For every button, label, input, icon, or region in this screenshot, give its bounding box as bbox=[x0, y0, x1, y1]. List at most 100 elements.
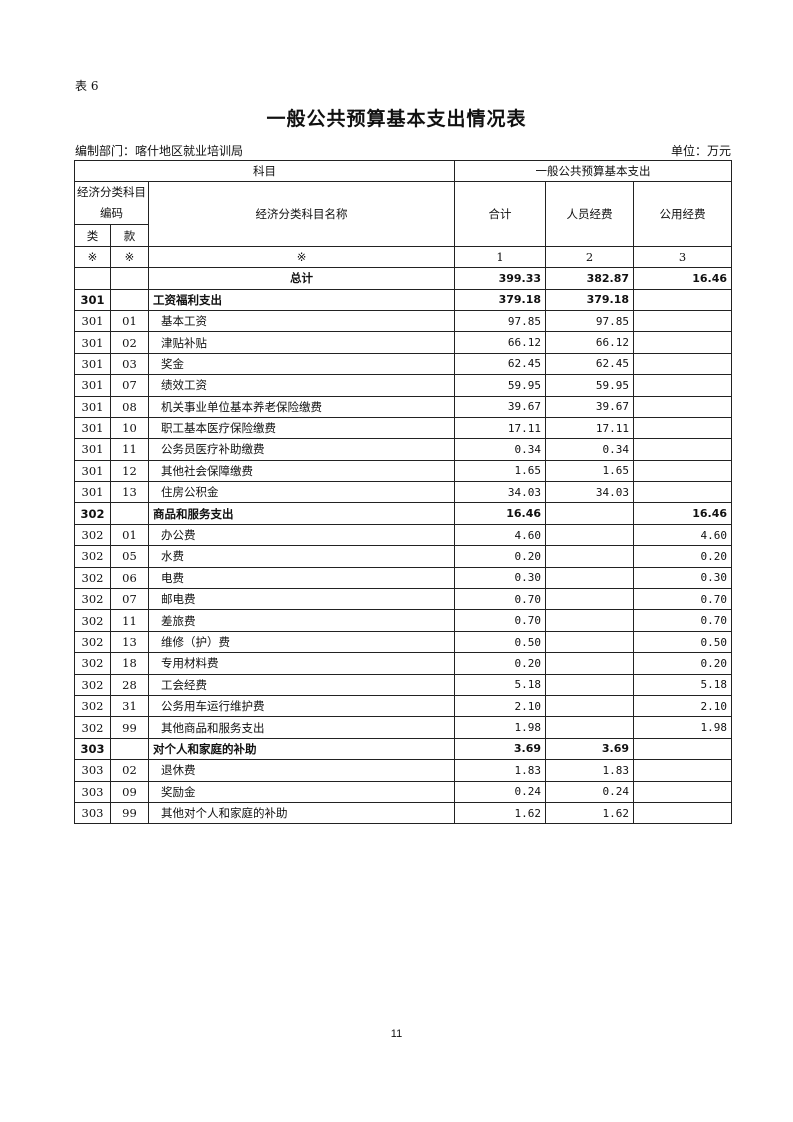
marker-row: ※ ※ ※ 1 2 3 bbox=[74, 245, 733, 269]
table-row: 302 商品和服务支出 16.46 16.46 bbox=[74, 502, 733, 525]
row-personnel: 17.11 bbox=[545, 416, 635, 440]
row-class-code: 301 bbox=[74, 331, 111, 354]
row-public bbox=[633, 780, 733, 803]
row-public bbox=[633, 801, 733, 825]
row-name: 电费 bbox=[147, 566, 456, 590]
row-public: 2.10 bbox=[633, 694, 733, 718]
row-total: 0.34 bbox=[454, 438, 547, 461]
table-row: 301 11 公务员医疗补助缴费 0.34 0.34 bbox=[74, 438, 733, 461]
row-total: 34.03 bbox=[454, 481, 547, 504]
row-personnel: 0.34 bbox=[545, 438, 635, 461]
row-item-code: 01 bbox=[110, 309, 149, 333]
row-total: 0.20 bbox=[454, 545, 547, 568]
row-personnel bbox=[545, 673, 635, 696]
row-total: 39.67 bbox=[454, 395, 547, 418]
unit-label: 单位：万元 bbox=[670, 144, 731, 158]
row-item-code: 12 bbox=[110, 459, 149, 483]
row-name: 职工基本医疗保险缴费 bbox=[147, 416, 456, 440]
row-name: 机关事业单位基本养老保险缴费 bbox=[147, 395, 456, 418]
table-row: 301 02 津贴补贴 66.12 66.12 bbox=[74, 331, 733, 354]
row-personnel: 0.24 bbox=[545, 780, 635, 803]
header-subject: 科目 bbox=[73, 159, 456, 183]
row-public bbox=[633, 395, 733, 418]
row-personnel bbox=[545, 716, 635, 739]
row-class-code: 303 bbox=[74, 737, 111, 761]
row-public: 0.70 bbox=[633, 588, 733, 611]
row-total: 1.65 bbox=[454, 459, 547, 483]
table-row: 301 工资福利支出 379.18 379.18 bbox=[74, 288, 733, 311]
row-public: 0.70 bbox=[633, 609, 733, 632]
row-total: 0.20 bbox=[454, 652, 547, 675]
row-public bbox=[633, 416, 733, 440]
row-total: 62.45 bbox=[454, 352, 547, 376]
row-item-code: 13 bbox=[110, 630, 149, 654]
row-personnel: 1.62 bbox=[545, 801, 635, 825]
page-number: 11 bbox=[390, 1028, 403, 1040]
row-item-code: 07 bbox=[110, 588, 149, 611]
row-personnel bbox=[545, 502, 635, 525]
row-class-code: 301 bbox=[74, 309, 111, 333]
row-total: 17.11 bbox=[454, 416, 547, 440]
table-row: 302 07 邮电费 0.70 0.70 bbox=[74, 588, 733, 611]
table-row: 301 08 机关事业单位基本养老保险缴费 39.67 39.67 bbox=[74, 395, 733, 418]
row-item-code: 99 bbox=[110, 801, 149, 825]
row-public: 0.30 bbox=[633, 566, 733, 590]
row-total: 1.83 bbox=[454, 759, 547, 782]
row-name: 对个人和家庭的补助 bbox=[147, 737, 456, 761]
header-basic-expenditure: 一般公共预算基本支出 bbox=[454, 159, 733, 183]
table-row: 303 09 奖励金 0.24 0.24 bbox=[74, 780, 733, 803]
header-public: 公用经费 bbox=[633, 181, 733, 247]
row-item-code: 10 bbox=[110, 416, 149, 440]
row-name: 退休费 bbox=[147, 759, 456, 782]
row-class-code: 301 bbox=[74, 288, 111, 311]
table-row: 302 01 办公费 4.60 4.60 bbox=[74, 523, 733, 547]
row-name: 水费 bbox=[147, 545, 456, 568]
row-item-code: 02 bbox=[110, 759, 149, 782]
row-name: 津贴补贴 bbox=[147, 331, 456, 354]
row-total: 16.46 bbox=[454, 502, 547, 525]
row-name: 邮电费 bbox=[147, 588, 456, 611]
marker: 3 bbox=[633, 245, 733, 269]
row-personnel: 39.67 bbox=[545, 395, 635, 418]
row-class-code: 302 bbox=[74, 545, 111, 568]
table-row: 302 13 维修（护）费 0.50 0.50 bbox=[74, 630, 733, 654]
row-name: 其他商品和服务支出 bbox=[147, 716, 456, 739]
row-name: 商品和服务支出 bbox=[147, 502, 456, 525]
row-class-code: 301 bbox=[74, 374, 111, 397]
marker: ※ bbox=[74, 245, 111, 269]
grand-total-public: 16.46 bbox=[633, 267, 733, 290]
row-class-code: 303 bbox=[74, 759, 111, 782]
row-personnel bbox=[545, 566, 635, 590]
row-public: 16.46 bbox=[633, 502, 733, 525]
row-total: 97.85 bbox=[454, 309, 547, 333]
marker: 1 bbox=[454, 245, 547, 269]
row-personnel: 1.83 bbox=[545, 759, 635, 782]
table-row: 303 02 退休费 1.83 1.83 bbox=[74, 759, 733, 782]
marker: 2 bbox=[545, 245, 635, 269]
table-row: 301 12 其他社会保障缴费 1.65 1.65 bbox=[74, 459, 733, 483]
row-name: 住房公积金 bbox=[147, 481, 456, 504]
table-row: 301 07 绩效工资 59.95 59.95 bbox=[74, 374, 733, 397]
row-name: 工资福利支出 bbox=[147, 288, 456, 311]
row-item-code bbox=[110, 737, 149, 761]
row-item-code: 18 bbox=[110, 652, 149, 675]
department-label: 编制部门：喀什地区就业培训局 bbox=[75, 144, 244, 158]
row-class-code: 302 bbox=[74, 716, 111, 739]
row-class-code: 303 bbox=[74, 780, 111, 803]
row-name: 奖励金 bbox=[147, 780, 456, 803]
row-item-code: 03 bbox=[110, 352, 149, 376]
row-total: 379.18 bbox=[454, 288, 547, 311]
row-class-code: 302 bbox=[74, 652, 111, 675]
row-class-code: 301 bbox=[74, 481, 111, 504]
row-public bbox=[633, 759, 733, 782]
row-total: 2.10 bbox=[454, 694, 547, 718]
row-personnel bbox=[545, 694, 635, 718]
row-public: 1.98 bbox=[633, 716, 733, 739]
row-public bbox=[633, 352, 733, 376]
row-total: 66.12 bbox=[454, 331, 547, 354]
row-public: 0.50 bbox=[633, 630, 733, 654]
grand-total-label: 总计 bbox=[147, 267, 456, 290]
row-item-code: 99 bbox=[110, 716, 149, 739]
row-class-code: 302 bbox=[74, 673, 111, 696]
table-row: 302 11 差旅费 0.70 0.70 bbox=[74, 609, 733, 632]
